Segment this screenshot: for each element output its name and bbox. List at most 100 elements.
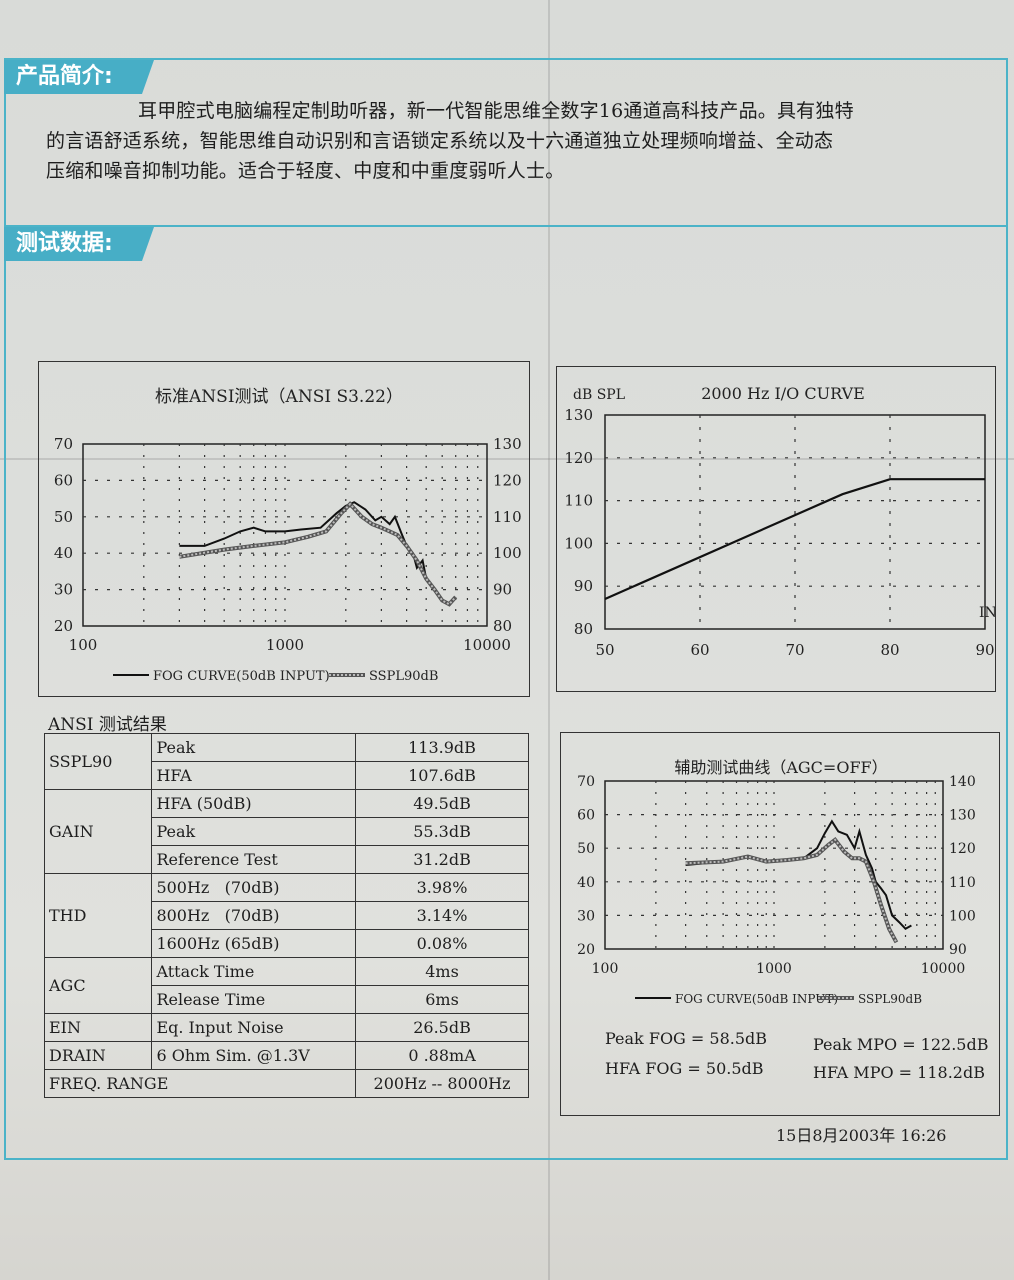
table-cell-value: 0 .88mA [355,1041,529,1070]
y-tick: 80 [574,620,593,638]
table-cell-parameter: 1600Hz (65dB) [151,929,357,958]
peak-mpo-value: Peak MPO = 122.5dB [813,1035,989,1054]
fold-crease-vertical [548,0,550,1280]
y-tick-right: 110 [493,508,522,526]
product-intro: 耳甲腔式电脑编程定制助听器，新一代智能思维全数字16通道高科技产品。具有独特 的… [46,96,1006,186]
table-cell-value: 31.2dB [355,845,529,874]
y-tick: 120 [564,449,593,467]
table-cell-category: AGC [43,957,153,1014]
ansi-chart: 标准ANSI测试（ANSI S3.22） 20 30 40 50 60 70 80 90 100 1… [54,387,522,684]
y-tick-left: 20 [54,617,73,635]
y-tick-left: 40 [54,544,73,562]
y-tick-right: 120 [493,471,522,489]
x-tick: 90 [975,641,994,659]
frame-mid-line [4,225,1008,227]
plot-area [604,780,944,950]
table-cell-value: 0.08% [355,929,529,958]
y-tick: 90 [574,577,593,595]
table-row: GAIN HFA (50dB) 49.5dB [43,789,529,874]
fold-crease-horizontal [0,458,1014,460]
chart-title: 辅助测试曲线（AGC=OFF） [674,758,887,777]
table-cell-parameter: Eq. Input Noise [151,1013,357,1042]
table-cell-parameter: HFA (50dB) [151,789,357,818]
table-cell-parameter: Attack Time [151,957,357,986]
y-tick: 130 [564,406,593,424]
table-row: Peak 55.3dB [45,817,529,846]
table-row: Release Time 6ms [45,985,529,1014]
table-row: DRAIN 6 Ohm Sim. @1.3V 0 .88mA [43,1041,529,1070]
table-row: HFA 107.6dB [45,761,529,790]
x-tick: 100 [69,636,98,654]
aux-chart-box: 辅助测试曲线（AGC=OFF） 20 30 40 50 60 70 90 100 110 120 13… [560,732,1000,1116]
intro-line-3: 压缩和噪音抑制功能。适合于轻度、中度和中重度弱听人士。 [46,160,565,182]
y-tick: 110 [564,492,593,510]
legend-label-sspl90: SSPL90dB [369,669,438,684]
table-cell-value: 3.98% [355,873,529,902]
frame-bottom-line [4,1158,1008,1160]
table-cell-value: 113.9dB [355,733,529,762]
table-cell-value: 55.3dB [355,817,529,846]
y-tick: 100 [564,534,593,552]
sspl90-curve-hatch [685,838,898,943]
table-row: SSPL90 Peak 113.9dB [43,733,529,790]
fog-curve-line [685,819,912,931]
table-cell-value: 6ms [355,985,529,1014]
x-tick: 60 [690,641,709,659]
sspl90-curve-line [179,501,458,607]
x-tick: 50 [595,641,614,659]
table-cell-value: 26.5dB [355,1013,529,1042]
section-heading-test-data: 测试数据: [4,227,154,261]
frame-top-line [4,58,1008,60]
ansi-chart-box: 标准ANSI测试（ANSI S3.22） 20 30 40 50 60 70 80 90 100 1… [38,361,530,697]
y-tick-right: 110 [949,875,976,891]
table-cell-value: 3.14% [355,901,529,930]
table-cell-category: THD [43,873,153,958]
table-row: 1600Hz (65dB) 0.08% [45,929,529,958]
intro-line-2: 的言语舒适系统，智能思维自动识别和言语锁定系统以及十六通道独立处理频响增益、全动… [46,130,834,152]
io-curve-chart-box: dB SPL 2000 Hz I/O CURVE 80 90 100 110 120 130 5… [556,366,996,692]
x-tick: 10000 [463,636,511,654]
section-heading-intro: 产品简介: [4,60,154,94]
legend-label-fog: FOG CURVE(50dB INPUT) [153,669,330,684]
table-cell-value: 49.5dB [355,789,529,818]
y-tick-right: 100 [493,544,522,562]
legend-label-sspl90: SSPL90dB [858,992,922,1006]
table-cell-value: 107.6dB [355,761,529,790]
y-tick-left: 60 [577,808,595,824]
y-tick-right: 120 [949,841,976,857]
table-cell-category: DRAIN [43,1041,153,1070]
y-tick-right: 140 [949,774,976,790]
y-tick-left: 60 [54,471,73,489]
y-tick-left: 50 [577,841,595,857]
table-cell-category: EIN [43,1013,153,1042]
table-cell-parameter: 800Hz (70dB) [151,901,357,930]
x-axis-label: IN [979,605,995,621]
hfa-mpo-value: HFA MPO = 118.2dB [813,1063,985,1082]
table-row: 800Hz (70dB) 3.14% [45,901,529,930]
table-cell-category: SSPL90 [43,733,153,790]
y-tick-right: 130 [949,808,976,824]
print-timestamp: 15日8月2003年 16:26 [776,1126,947,1145]
table-cell-parameter: 6 Ohm Sim. @1.3V [151,1041,357,1070]
y-tick-left: 40 [577,875,595,891]
y-tick-left: 70 [577,774,595,790]
io-curve-line [604,478,985,601]
y-tick-left: 30 [577,908,595,924]
intro-line-1: 耳甲腔式电脑编程定制助听器，新一代智能思维全数字16通道高科技产品。具有独特 [138,100,854,122]
table-cell-value: 4ms [355,957,529,986]
sspl90-curve-hatch [179,502,457,606]
table-cell-value: 200Hz -- 8000Hz [355,1069,529,1098]
y-tick-left: 70 [54,435,73,453]
table-cell-category: GAIN [43,789,153,874]
io-curve-chart: dB SPL 2000 Hz I/O CURVE 80 90 100 110 120 130 5… [564,384,995,659]
table-row: AGC Attack Time 4ms [43,957,529,1014]
table-cell-parameter: 500Hz (70dB) [151,873,357,902]
table-cell-parameter: Peak [151,817,357,846]
x-tick: 100 [592,961,619,977]
x-tick: 80 [880,641,899,659]
table-cell-parameter: Reference Test [151,845,357,874]
table-cell-parameter: HFA [151,761,357,790]
y-tick-left: 50 [54,508,73,526]
table-cell-parameter: Peak [151,733,357,762]
